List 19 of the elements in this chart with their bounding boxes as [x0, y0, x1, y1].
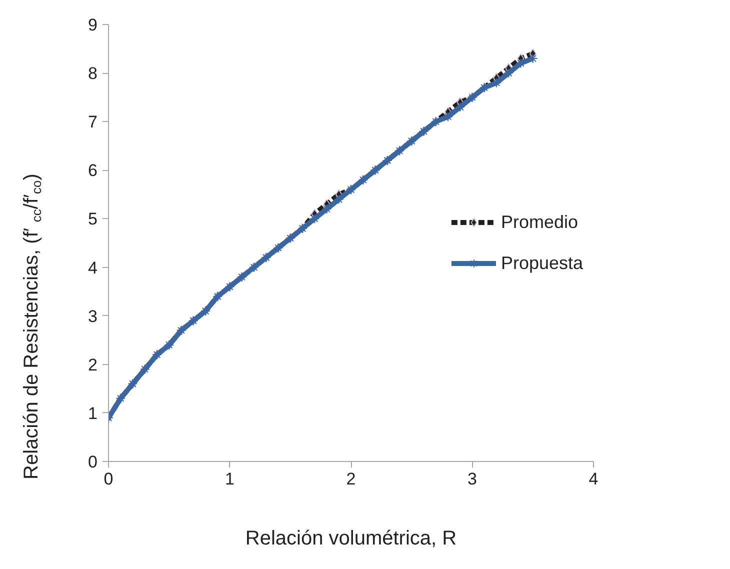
y-tick-label: 5 — [88, 210, 98, 229]
y-tick-label: 2 — [88, 355, 98, 374]
legend-label: Propuesta — [500, 252, 583, 274]
x-tick-label: 2 — [346, 470, 356, 488]
y-tick-label: 8 — [88, 64, 98, 84]
y-tick-label: 3 — [88, 306, 98, 326]
x-tick-label: 0 — [104, 470, 114, 488]
y-tick-label: 0 — [88, 452, 98, 472]
x-tick-label: 3 — [468, 470, 477, 488]
y-tick-label: 9 — [88, 16, 98, 34]
y-axis-title: Relación de Resistencias, (f′cc/f′co) — [20, 174, 44, 480]
x-axis-title: Relación volumétrica, R — [245, 528, 457, 550]
y-tick-label: 1 — [88, 404, 98, 423]
x-tick-label: 4 — [588, 470, 598, 488]
y-tick-label: 6 — [88, 161, 98, 180]
y-tick-label: 7 — [88, 112, 98, 132]
y-tick-label: 4 — [88, 258, 98, 278]
legend-label: Promedio — [500, 212, 578, 232]
x-tick-label: 1 — [225, 470, 234, 488]
